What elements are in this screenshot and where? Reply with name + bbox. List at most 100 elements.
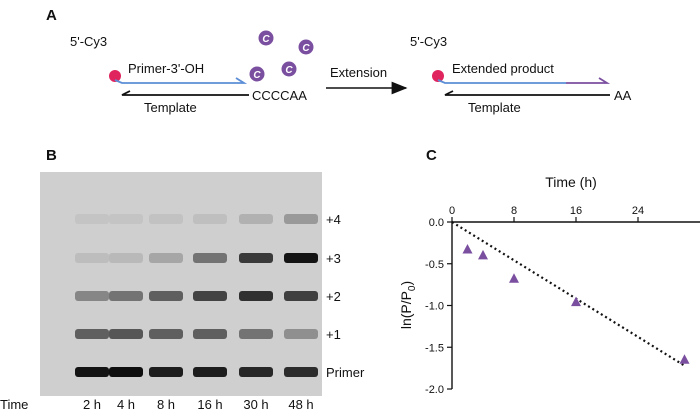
y-axis-title-sub: 0 — [407, 285, 418, 291]
lane-label: 48 h — [288, 397, 313, 412]
data-point — [509, 273, 519, 283]
x-tick-label: 0 — [449, 205, 455, 217]
lane-label: 2 h — [83, 397, 101, 412]
gel-band — [75, 291, 109, 301]
data-point — [571, 296, 581, 307]
scheme-left: 5'-Cy3 Primer-3'-OH Template CCCCAA — [70, 34, 307, 115]
lane-label: 8 h — [157, 397, 175, 412]
gel-band — [149, 214, 183, 224]
y-tick-label: -2.0 — [425, 384, 444, 396]
right-dye-dot — [432, 70, 444, 82]
right-extension-strand — [566, 77, 611, 84]
right-product-label: Extended product — [452, 61, 554, 76]
nucleotide-letter: C — [302, 43, 310, 54]
right-template-end: AA — [614, 88, 632, 103]
gel-texture — [40, 172, 322, 396]
gel-band — [109, 253, 143, 263]
panel-b-letter: B — [46, 147, 57, 164]
x-axis: 0 8 16 24 — [449, 205, 700, 223]
gel-band — [149, 253, 183, 263]
x-tick-label: 24 — [632, 205, 644, 217]
nucleotide-icon: C — [249, 66, 265, 82]
y-tick-label: -0.5 — [425, 259, 444, 271]
band-label: +4 — [326, 212, 341, 227]
left-template-end: CCCCAA — [252, 88, 307, 103]
left-primer-strand — [114, 77, 248, 84]
y-axis-title-main: ln(P/P — [398, 291, 414, 329]
right-template-strand — [444, 90, 610, 96]
band-label: +3 — [326, 251, 341, 266]
y-axis-title-close: ) — [398, 281, 414, 286]
panel-c-letter: C — [426, 147, 437, 164]
gel-band — [284, 214, 318, 224]
band-label: +2 — [326, 289, 341, 304]
left-primer-label: Primer-3'-OH — [128, 61, 204, 76]
gel-band — [149, 367, 183, 377]
gel-band — [75, 367, 109, 377]
gel-band — [284, 329, 318, 339]
nucleotides: C C C C — [249, 30, 314, 82]
y-tick-label: -1.5 — [425, 342, 444, 354]
band-labels: +4 +3 +2 +1 Primer — [326, 212, 365, 380]
gel-band — [193, 291, 227, 301]
gel-band — [109, 214, 143, 224]
lane-labels: 2 h 4 h 8 h 16 h 30 h 48 h — [83, 397, 314, 412]
fit-line-group — [451, 221, 686, 367]
lane-label: 16 h — [197, 397, 222, 412]
lane-label: 4 h — [117, 397, 135, 412]
data-point — [462, 244, 473, 254]
extension-label: Extension — [330, 65, 387, 80]
nucleotide-letter: C — [285, 65, 293, 76]
plot-area: Time (h) 0 8 16 24 0.0 -0.5 -1.0 -1.5 -2.0 ln(P… — [398, 174, 700, 396]
gel-band — [193, 214, 227, 224]
gel-band — [149, 291, 183, 301]
left-template-label: Template — [144, 100, 197, 115]
left-cy3-label: 5'-Cy3 — [70, 34, 107, 49]
nucleotide-icon: C — [298, 39, 314, 55]
data-point — [478, 249, 488, 260]
nucleotide-icon: C — [258, 30, 274, 46]
y-tick-label: -1.0 — [425, 301, 444, 313]
gel-band — [75, 214, 109, 224]
gel-band — [109, 329, 143, 339]
lane-label: 30 h — [243, 397, 268, 412]
data-point — [679, 354, 690, 364]
extension-arrow: Extension — [326, 65, 408, 95]
x-axis-title: Time (h) — [545, 174, 597, 190]
band-label: +1 — [326, 327, 341, 342]
fit-line — [451, 221, 686, 367]
data-points — [462, 244, 690, 364]
right-primer-strand — [437, 79, 566, 84]
x-tick-label: 8 — [511, 205, 517, 217]
left-template-strand — [121, 90, 249, 96]
gel-band — [239, 214, 273, 224]
gel-bands — [75, 214, 318, 377]
gel-band — [75, 253, 109, 263]
gel-band — [149, 329, 183, 339]
gel-band — [193, 367, 227, 377]
gel-band — [284, 253, 318, 263]
time-axis-label: Time — [0, 397, 28, 412]
nucleotide-letter: C — [262, 34, 270, 45]
y-axis-title: ln(P/P0) — [398, 281, 418, 329]
right-template-label: Template — [468, 100, 521, 115]
y-tick-label: 0.0 — [429, 217, 444, 229]
gel-band — [109, 367, 143, 377]
gel-band — [239, 253, 273, 263]
y-axis: 0.0 -0.5 -1.0 -1.5 -2.0 — [425, 217, 453, 396]
y-axis-title-group: ln(P/P0) — [398, 281, 418, 329]
gel-band — [193, 253, 227, 263]
gel-image — [40, 172, 322, 396]
nucleotide-icon: C — [281, 61, 297, 77]
nucleotide-letter: C — [253, 70, 261, 81]
left-dye-dot — [109, 70, 121, 82]
panel-a-letter: A — [46, 7, 57, 24]
gel-band — [193, 329, 227, 339]
gel-band — [75, 329, 109, 339]
right-cy3-label: 5'-Cy3 — [410, 34, 447, 49]
gel-band — [284, 367, 318, 377]
gel-band — [239, 367, 273, 377]
band-label: Primer — [326, 365, 365, 380]
gel-band — [109, 291, 143, 301]
